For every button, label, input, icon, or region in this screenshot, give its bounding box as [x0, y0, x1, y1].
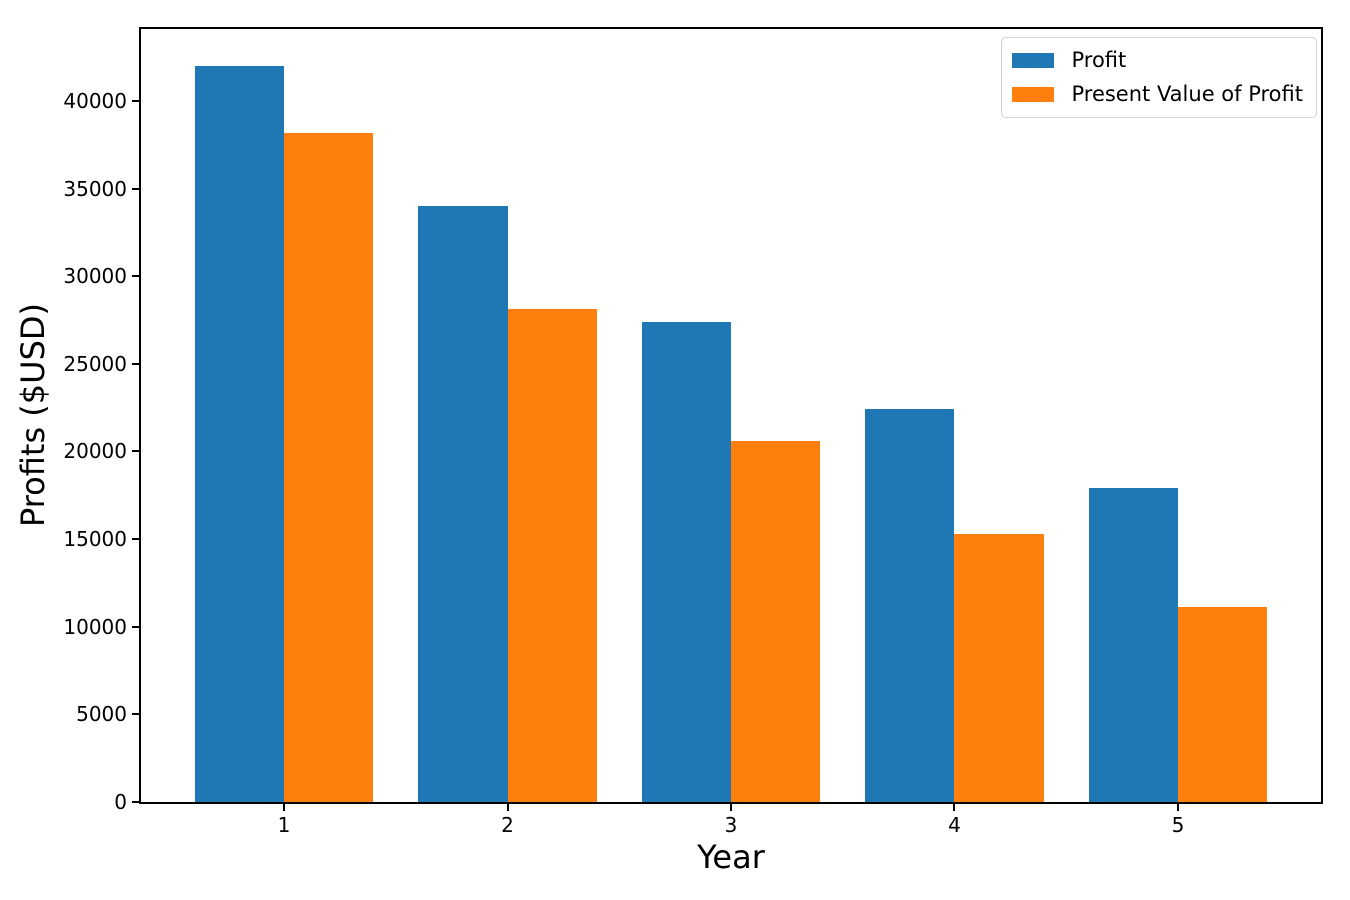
legend-swatch-present-value	[1012, 86, 1055, 102]
x-tick-mark	[1176, 804, 1179, 811]
x-tick-mark	[283, 804, 286, 811]
x-tick-label: 4	[948, 813, 961, 837]
y-tick-label: 40000	[63, 88, 127, 113]
x-axis-line	[139, 802, 1323, 804]
bar-profit-year-3	[641, 321, 731, 802]
y-tick-label: 25000	[63, 351, 127, 376]
y-tick-mark	[132, 625, 139, 628]
y-tick-mark	[132, 99, 139, 102]
bar-present-value-year-2	[507, 309, 597, 802]
plot-area: 0 5000 10000 15000 20000 25000 30000 35000 40000…	[63, 27, 1323, 837]
bar-profit-year-1	[194, 65, 285, 802]
legend-label-present-value: Present Value of Profit	[1071, 82, 1303, 106]
bar-profit-year-5	[1088, 488, 1178, 802]
y-tick-mark	[132, 362, 139, 365]
y-tick-label: 5000	[76, 702, 127, 727]
y-tick-label: 15000	[63, 527, 127, 552]
x-tick-mark	[730, 804, 732, 811]
bar-profit-year-4	[865, 409, 955, 802]
x-tick-label: 1	[277, 813, 291, 837]
y-tick-label: 10000	[63, 614, 127, 639]
right-spine	[1321, 27, 1323, 804]
y-tick-mark	[132, 801, 139, 803]
y-axis-line	[139, 27, 141, 804]
x-tick-mark	[953, 804, 956, 811]
x-axis-label: Year	[697, 838, 765, 876]
legend-item-profit: Profit	[1012, 47, 1303, 73]
y-tick-mark	[132, 450, 139, 453]
y-tick-label: 30000	[63, 264, 127, 289]
y-tick-label: 20000	[63, 439, 127, 464]
x-tick-label: 5	[1171, 813, 1185, 837]
legend-label-profit: Profit	[1071, 48, 1127, 72]
y-tick-mark	[132, 275, 139, 278]
bar-present-value-year-4	[954, 533, 1044, 802]
y-tick-label: 0	[114, 790, 127, 814]
top-spine	[139, 27, 1323, 29]
x-tick-mark	[506, 804, 509, 811]
bar-present-value-year-3	[731, 441, 821, 802]
bar-present-value-year-5	[1177, 607, 1268, 802]
y-tick-mark	[132, 538, 139, 541]
y-tick-mark	[132, 713, 139, 716]
bar-profit-year-2	[418, 206, 508, 802]
legend: Profit Present Value of Profit	[1001, 37, 1317, 118]
y-tick-label: 35000	[63, 176, 127, 201]
legend-swatch-profit	[1012, 52, 1055, 68]
bar-present-value-year-1	[284, 132, 374, 802]
x-tick-label: 2	[501, 813, 514, 837]
legend-item-present-value: Present Value of Profit	[1012, 81, 1303, 107]
x-tick-label: 3	[724, 813, 738, 837]
y-axis-label: Profits ($USD)	[14, 302, 52, 528]
y-tick-mark	[132, 187, 139, 190]
